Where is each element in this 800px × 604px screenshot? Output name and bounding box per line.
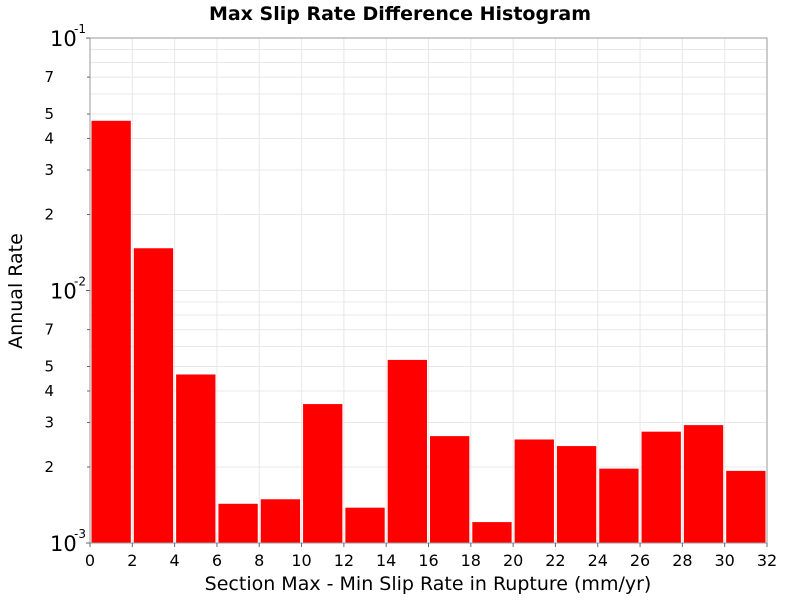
bar-11 xyxy=(556,446,597,543)
x-tick-label: 0 xyxy=(85,551,95,570)
y-minor-label: 5 xyxy=(44,105,54,123)
x-tick-label: 30 xyxy=(715,551,735,570)
bar-12 xyxy=(599,468,639,543)
y-minor-label: 5 xyxy=(44,358,54,376)
y-minor-label: 3 xyxy=(44,414,54,432)
bar-2 xyxy=(176,374,216,543)
x-tick-label: 20 xyxy=(503,551,523,570)
x-tick-label: 16 xyxy=(418,551,438,570)
x-tick-label: 32 xyxy=(757,551,777,570)
bar-0 xyxy=(91,120,131,543)
bar-6 xyxy=(345,507,385,543)
x-axis-ticks: 0 2 4 6 8 10 12 14 16 18 20 22 24 26 28 30 32 xyxy=(85,543,777,570)
x-axis-label: Section Max - Min Slip Rate in Rupture (… xyxy=(205,573,652,595)
x-tick-label: 24 xyxy=(588,551,608,570)
x-tick-label: 4 xyxy=(170,551,180,570)
x-tick-label: 12 xyxy=(334,551,354,570)
y-minor-label: 4 xyxy=(44,382,54,400)
bar-8 xyxy=(430,436,470,543)
y-decade-label: 10 xyxy=(50,27,77,51)
y-minor-label: 7 xyxy=(44,321,54,339)
y-decade-label: 10 xyxy=(50,532,77,556)
bar-5 xyxy=(303,404,343,543)
bar-14 xyxy=(683,425,724,543)
x-tick-label: 6 xyxy=(212,551,222,570)
y-decade-exponent: -3 xyxy=(74,527,86,541)
bar-10 xyxy=(514,439,554,543)
x-tick-label: 28 xyxy=(672,551,692,570)
y-minor-label: 7 xyxy=(44,68,54,86)
y-decade-exponent: -2 xyxy=(74,275,86,289)
bar-15 xyxy=(726,470,766,543)
bars xyxy=(91,120,766,543)
bar-4 xyxy=(260,499,301,543)
bar-9 xyxy=(472,522,512,543)
x-tick-label: 10 xyxy=(291,551,311,570)
y-decade-exponent: -1 xyxy=(74,22,86,36)
bar-7 xyxy=(387,359,427,543)
bar-13 xyxy=(641,431,681,543)
bar-1 xyxy=(133,248,174,543)
x-tick-label: 26 xyxy=(630,551,650,570)
y-minor-label: 4 xyxy=(44,129,54,147)
y-decade-label: 10 xyxy=(50,280,77,304)
x-tick-label: 14 xyxy=(376,551,396,570)
y-minor-label: 2 xyxy=(44,205,54,223)
x-tick-label: 8 xyxy=(254,551,264,570)
y-axis-label: Annual Rate xyxy=(5,233,27,349)
bar-3 xyxy=(218,503,258,543)
x-tick-label: 22 xyxy=(545,551,565,570)
y-minor-label: 2 xyxy=(44,458,54,476)
x-tick-label: 2 xyxy=(127,551,137,570)
x-tick-label: 18 xyxy=(461,551,481,570)
y-minor-label: 3 xyxy=(44,161,54,179)
chart-title: Max Slip Rate Difference Histogram xyxy=(209,3,591,25)
